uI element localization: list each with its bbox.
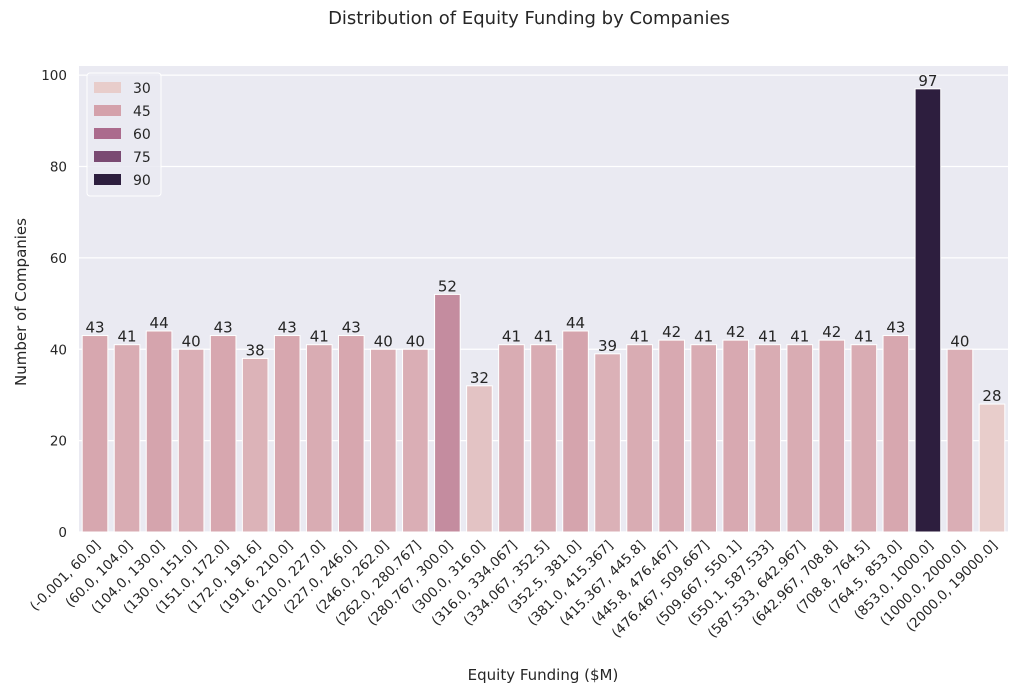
bar — [978, 403, 1006, 533]
bar — [850, 344, 878, 533]
bar — [273, 335, 301, 533]
bar — [786, 344, 814, 533]
bars — [81, 88, 1006, 533]
bar-value-label: 41 — [534, 328, 553, 346]
bar — [434, 293, 461, 533]
bar — [690, 344, 717, 533]
legend-swatch — [94, 82, 121, 93]
bar-value-label: 38 — [246, 341, 265, 359]
bar-value-label: 40 — [406, 332, 425, 350]
bar — [305, 344, 333, 533]
bar — [914, 88, 942, 533]
legend-label: 75 — [133, 150, 151, 166]
bar — [722, 339, 750, 533]
bar — [882, 335, 910, 533]
bar-value-label: 97 — [918, 72, 937, 90]
bar-labels: 43 41 44 40 43 38 43 41 43 40 40 52 32 41 41 44 39 41 42 41… — [85, 72, 1001, 405]
legend-label: 90 — [133, 173, 151, 189]
bar-value-label: 44 — [150, 314, 169, 332]
y-axis-ticks: 0 20 40 60 80 100 — [41, 68, 67, 541]
bar — [113, 344, 141, 533]
bar — [562, 330, 589, 533]
x-axis-ticks: (-0.001, 60.0](60.0, 104.0](104.0, 130.0… — [27, 538, 1001, 642]
bar — [177, 348, 205, 533]
legend-swatch — [94, 174, 121, 185]
bar-value-label: 43 — [278, 319, 297, 337]
bar-value-label: 41 — [310, 328, 329, 346]
bar-value-label: 41 — [118, 328, 137, 346]
bar-value-label: 41 — [854, 328, 873, 346]
bar-value-label: 40 — [182, 332, 201, 350]
bar — [337, 335, 365, 533]
bar-value-label: 41 — [630, 328, 649, 346]
bar-value-label: 42 — [822, 323, 841, 341]
bar-value-label: 44 — [566, 314, 585, 332]
bar-value-label: 41 — [790, 328, 809, 346]
legend-swatch — [94, 105, 121, 116]
bar — [594, 353, 621, 533]
bar-value-label: 42 — [662, 323, 681, 341]
bar-value-label: 41 — [758, 328, 777, 346]
bar-value-label: 40 — [374, 332, 393, 350]
bar-value-label: 41 — [694, 328, 713, 346]
bar — [209, 335, 237, 533]
bar-value-label: 43 — [85, 319, 104, 337]
legend-box — [86, 72, 162, 197]
bar — [498, 344, 525, 533]
bar — [241, 357, 269, 533]
bar — [466, 385, 493, 533]
y-tick-label: 80 — [50, 160, 67, 176]
bar-value-label: 28 — [982, 387, 1001, 405]
bar-value-label: 43 — [886, 319, 905, 337]
bar — [754, 344, 782, 533]
y-tick-label: 100 — [41, 68, 67, 84]
chart-title: Distribution of Equity Funding by Compan… — [328, 8, 730, 29]
bar — [626, 344, 653, 533]
bar — [402, 348, 429, 533]
bar-value-label: 43 — [214, 319, 233, 337]
bar — [370, 348, 397, 533]
bar — [946, 348, 974, 533]
bar-value-label: 32 — [470, 369, 489, 387]
y-tick-label: 0 — [58, 525, 67, 541]
bar-value-label: 39 — [598, 337, 617, 355]
y-tick-label: 20 — [50, 434, 67, 450]
legend-label: 30 — [133, 81, 151, 97]
bar — [145, 330, 173, 533]
bar-value-label: 41 — [502, 328, 521, 346]
legend-label: 45 — [133, 104, 151, 120]
y-tick-label: 40 — [50, 342, 67, 358]
bar — [818, 339, 846, 533]
legend: 30 45 60 75 90 — [86, 72, 162, 197]
bar — [81, 335, 109, 533]
y-tick-label: 60 — [50, 251, 67, 267]
legend-label: 60 — [133, 127, 151, 143]
x-axis-label: Equity Funding ($M) — [468, 666, 619, 684]
bar-value-label: 42 — [726, 323, 745, 341]
legend-swatch — [94, 151, 121, 162]
bar-value-label: 43 — [342, 319, 361, 337]
bar-value-label: 52 — [438, 277, 457, 295]
bar — [530, 344, 557, 533]
bar — [658, 339, 685, 533]
y-axis-label: Number of Companies — [12, 218, 30, 386]
bar-value-label: 40 — [950, 332, 969, 350]
legend-swatch — [94, 128, 121, 139]
